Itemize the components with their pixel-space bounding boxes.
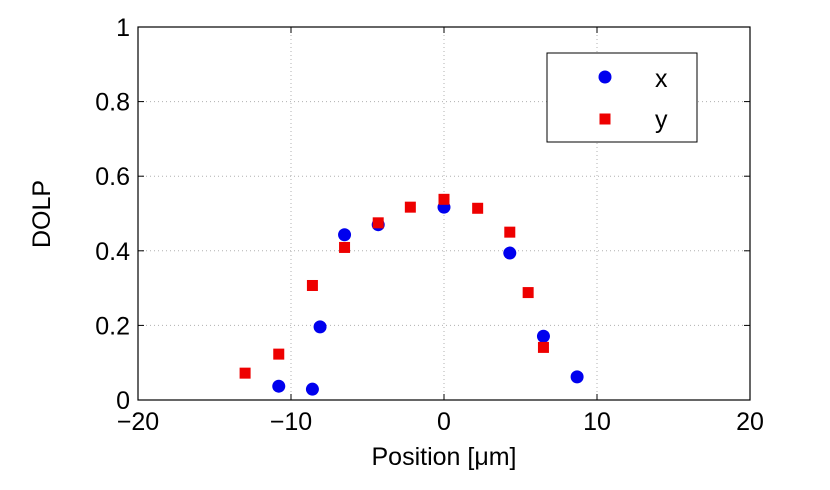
data-point-y xyxy=(372,217,384,229)
data-point-y xyxy=(537,341,549,353)
y-tick-label: 0.4 xyxy=(95,238,130,266)
y-tick-label: 1 xyxy=(116,14,130,42)
data-point-y xyxy=(522,287,534,299)
data-point-x xyxy=(305,382,319,396)
data-point-x xyxy=(536,329,550,343)
x-tick-label: −10 xyxy=(270,408,312,436)
axis-ticks xyxy=(137,26,751,401)
data-point-y xyxy=(504,226,516,238)
x-tick-label: 10 xyxy=(583,408,611,436)
x-tick-label: 20 xyxy=(736,408,764,436)
data-point-y xyxy=(438,193,450,205)
y-axis-label: DOLP xyxy=(28,180,56,248)
data-point-x xyxy=(570,370,584,384)
legend-marker-y xyxy=(599,113,611,125)
data-point-x xyxy=(503,246,517,260)
legend-label-y: y xyxy=(655,106,668,134)
y-tick-label: 0.6 xyxy=(95,163,130,191)
y-tick-label: 0 xyxy=(116,387,130,415)
x-tick-label: 0 xyxy=(437,408,451,436)
data-point-x xyxy=(313,320,327,334)
data-point-y xyxy=(472,202,484,214)
legend-label-x: x xyxy=(655,65,668,93)
y-tick-label: 0.8 xyxy=(95,89,130,117)
data-point-y xyxy=(306,279,318,291)
legend-box xyxy=(546,52,698,143)
data-point-y xyxy=(273,348,285,360)
legend-marker-x xyxy=(598,70,612,84)
data-point-y xyxy=(339,241,351,253)
x-axis-label: Position [μm] xyxy=(371,443,516,471)
y-tick-label: 0.2 xyxy=(95,312,130,340)
legend: x y xyxy=(546,52,698,143)
data-point-y xyxy=(239,367,251,379)
tick-labels: −20 −10 0 10 20 0 0.2 0.4 0.6 0.8 1 xyxy=(95,14,764,436)
data-point-y xyxy=(404,201,416,213)
x-tick-label: −20 xyxy=(117,408,159,436)
data-point-x xyxy=(338,228,352,242)
data-points xyxy=(239,193,584,396)
data-point-x xyxy=(272,379,286,393)
